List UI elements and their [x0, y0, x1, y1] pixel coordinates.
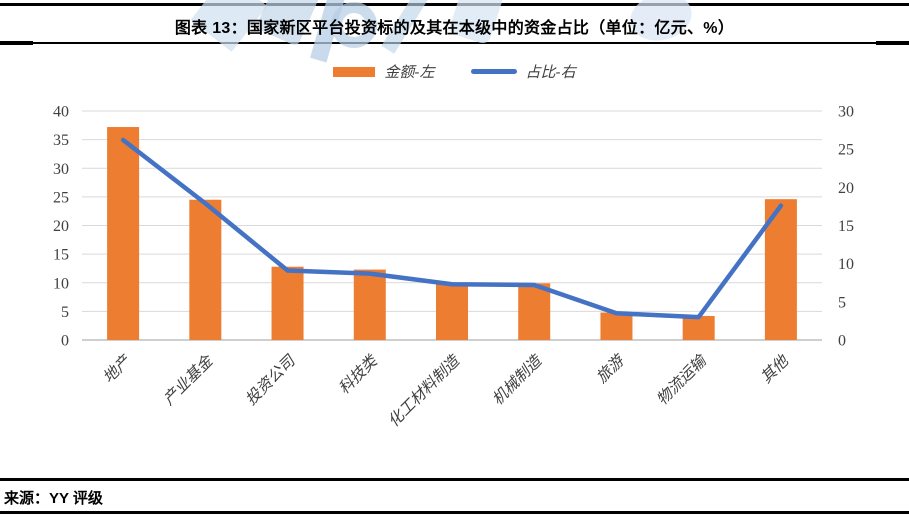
- share-line: [120, 137, 784, 320]
- bar-产业基金: [189, 199, 222, 340]
- line-series-swatch: [470, 69, 517, 74]
- right-axis-tick: 15: [838, 218, 854, 235]
- category-label-产业基金: 产业基金: [160, 350, 218, 408]
- bar-科技类: [353, 269, 386, 340]
- right-axis-tick: 5: [838, 294, 846, 311]
- bar-series-swatch: [333, 66, 376, 77]
- title-rule-left-cap: [0, 41, 33, 45]
- bar-机械制造: [518, 283, 551, 340]
- left-axis-tick: 35: [53, 132, 69, 149]
- category-label-其他: 其他: [757, 351, 793, 387]
- category-label-科技类: 科技类: [335, 351, 382, 398]
- bar-投资公司: [271, 266, 304, 340]
- combo-chart: 0 5 10 15 20 25 30 35 40 0 5 10 15 20 25 30 地产 产业基金 投资公司 科技…: [53, 104, 854, 431]
- left-axis-tick: 5: [61, 304, 69, 321]
- bar-旅游: [600, 312, 633, 340]
- right-axis-tick: 20: [838, 180, 854, 197]
- left-axis-tick: 30: [53, 161, 69, 178]
- legend-item-share: 占比-右: [470, 61, 576, 82]
- footer-rule-top: [0, 478, 909, 481]
- title-rule: [0, 42, 909, 44]
- source-note: 来源：YY 评级: [4, 490, 103, 507]
- left-axis-tick: 25: [53, 189, 69, 206]
- left-axis-tick: 20: [53, 218, 69, 235]
- left-axis-tick: 10: [53, 275, 69, 292]
- legend-item-amount: 金额-左: [333, 61, 435, 82]
- category-label-机械制造: 机械制造: [488, 351, 546, 409]
- bar-地产: [107, 127, 140, 340]
- figure-title: 图表 13：国家新区平台投资标的及其在本级中的资金占比（单位：亿元、%）: [174, 20, 735, 37]
- right-axis-tick: 25: [838, 142, 854, 159]
- bar-物流运输: [682, 315, 715, 340]
- category-label-地产: 地产: [99, 351, 135, 387]
- legend-label-share: 占比-右: [525, 63, 576, 81]
- left-axis-tick: 15: [53, 247, 69, 264]
- left-axis-tick: 0: [61, 333, 69, 350]
- legend-label-amount: 金额-左: [384, 63, 435, 81]
- category-label-化工材料制造: 化工材料制造: [384, 351, 464, 431]
- category-label-投资公司: 投资公司: [242, 351, 300, 409]
- watermark-ring: [331, 2, 377, 48]
- title-rule-right-cap: [876, 41, 909, 45]
- category-label-旅游: 旅游: [593, 350, 629, 386]
- category-label-物流运输: 物流运输: [653, 350, 711, 408]
- left-axis-tick: 40: [53, 104, 69, 121]
- right-axis-tick: 10: [838, 256, 854, 273]
- top-rule: [0, 3, 909, 6]
- bar-化工材料制造: [436, 282, 468, 340]
- chart-legend: 金额-左 占比-右: [0, 61, 909, 82]
- right-axis-tick: 0: [838, 333, 846, 350]
- right-axis-tick: 30: [838, 104, 854, 121]
- footer-rule-bottom: [0, 511, 909, 514]
